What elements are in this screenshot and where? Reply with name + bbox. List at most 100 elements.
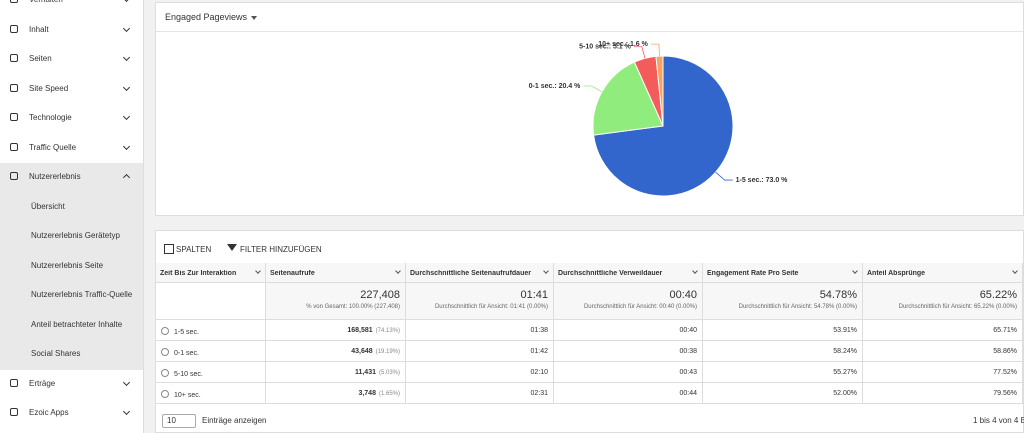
table-cell: 02:10 (406, 362, 554, 383)
sidebar-label: Nutzererlebnis (29, 172, 81, 181)
page-size-select[interactable]: 10 (162, 414, 196, 428)
pie-chart: 1-5 sec.: 73.0 % 0-1 sec.: 20.4 % 5-10 sec… (529, 41, 789, 197)
sidebar-subitem[interactable]: Anteil betrachteter Inhalte (0, 310, 143, 339)
cell-value: 43,648 (351, 348, 373, 355)
slice-label: 1-5 sec.: 73.0 % (736, 177, 789, 184)
sidebar-subitem[interactable]: Übersicht (0, 192, 143, 221)
header-cell[interactable]: Engagement Rate Pro Seite (703, 263, 863, 283)
total-value: 227,408 (360, 289, 400, 301)
table-cell: 3,748 (1.65%) (266, 383, 406, 404)
header-label: Durchschnittliche Seitenaufrufdauer (410, 270, 531, 277)
cell-share: (74.13%) (375, 328, 400, 334)
header-cell[interactable]: Durchschnittliche Verweildauer (554, 263, 703, 283)
totals-cell (156, 283, 266, 320)
dropdown-arrow (251, 16, 257, 20)
sidebar-icon (10, 0, 18, 3)
clock-icon (161, 327, 169, 335)
sidebar-icon (10, 142, 18, 151)
chevron (122, 0, 131, 3)
chevron (122, 173, 131, 182)
sidebar-item[interactable]: Erträge (0, 369, 143, 398)
filter-icon (227, 244, 237, 251)
sidebar-label: Erträge (29, 378, 56, 388)
chart-header (156, 3, 1023, 32)
sidebar-label: Inhalt (29, 24, 49, 34)
sidebar-icon (10, 83, 18, 92)
sidebar-item[interactable]: Inhalt (0, 15, 143, 44)
table-cell: 52.00% (703, 383, 863, 404)
cell-value: 00:38 (679, 348, 697, 355)
header-cell[interactable]: Zeit Bis Zur Interaktion (156, 263, 266, 283)
table-cell: 55.27% (703, 362, 863, 383)
table-cell: 00:43 (554, 362, 703, 383)
leader-line (715, 171, 733, 181)
cell-value: 58.24% (833, 348, 857, 355)
sidebar-subitem[interactable]: Social Shares (0, 339, 143, 368)
cell-share: (1.65%) (378, 391, 400, 397)
sidebar-label: Übersicht (31, 201, 65, 211)
header-label: Seitenaufrufe (270, 270, 315, 277)
table-cell: 5-10 sec. (156, 362, 266, 383)
clock-icon (161, 390, 169, 398)
total-note: Durchschnittlich für Ansicht: 01:41 (0.0… (434, 304, 548, 310)
sidebar-icon (10, 378, 18, 387)
chart-title[interactable]: Engaged Pageviews (165, 12, 248, 22)
table-cell: 58.86% (863, 341, 1023, 362)
total-note: Durchschnittlich für Ansicht: 00:40 (0.0… (583, 304, 697, 310)
cell-value: 11,431 (354, 369, 376, 376)
leader-line (650, 43, 660, 57)
totals-cell: 227,408 % von Gesamt: 100.00% (227,408) (266, 283, 406, 320)
sidebar-item[interactable]: Verhalten (0, 0, 143, 14)
header-cell[interactable]: Seitenaufrufe (266, 263, 406, 283)
columns-button[interactable]: SPALTEN (176, 245, 212, 254)
cell-value: 3,748 (358, 390, 376, 397)
totals-cell: 54.78% Durchschnittlich für Ansicht: 54.7… (703, 283, 863, 320)
table-cell: 0-1 sec. (156, 341, 266, 362)
header-label: Zeit Bis Zur Interaktion (160, 270, 237, 277)
table-cell: 00:44 (554, 383, 703, 404)
sidebar-item[interactable]: Ezoic Apps (0, 398, 143, 427)
total-note: Durchschnittlich für Ansicht: 54.78% (0.… (738, 304, 857, 310)
sidebar-item[interactable]: Technologie (0, 103, 143, 132)
table-cell: 168,581 (74.13%) (266, 320, 406, 341)
cell-value: 52.00% (833, 390, 857, 397)
sidebar-label: Technologie (29, 113, 72, 122)
total-value: 00:40 (669, 289, 697, 301)
page-range: 1 bis 4 von 4 E (973, 416, 1024, 425)
sidebar: Verhalten Inhalt Seiten Site Speed Technolog… (0, 0, 144, 433)
header-label: Engagement Rate Pro Seite (707, 270, 799, 277)
header-cell[interactable]: Anteil Absprünge (863, 263, 1023, 283)
sidebar-label: Seiten (29, 54, 52, 63)
slice-label: 0-1 sec.: 20.4 % (529, 83, 582, 90)
sidebar-item[interactable]: Traffic Quelle (0, 133, 143, 162)
table-cell: 02:31 (406, 383, 554, 404)
table-cell: 00:38 (554, 341, 703, 362)
sidebar-item[interactable]: Site Speed (0, 74, 143, 103)
table-cell: 53.91% (703, 320, 863, 341)
sidebar-item[interactable]: Nutzererlebnis (0, 162, 143, 191)
total-value: 65.22% (979, 289, 1017, 301)
row-label: 1-5 sec. (174, 329, 199, 336)
slice-label: 5-10 sec.: 5.1 % (579, 44, 632, 51)
table-cell: 01:42 (406, 341, 554, 362)
sidebar-subitem[interactable]: Nutzererlebnis Traffic-Quelle (0, 280, 143, 309)
cell-share: (19.19%) (375, 349, 400, 355)
chevron (122, 407, 131, 416)
sidebar-item[interactable]: Seiten (0, 44, 143, 73)
cell-value: 00:44 (679, 390, 697, 397)
sidebar-label: Verhalten (29, 0, 63, 14)
table-cell: 10+ sec. (156, 383, 266, 404)
cell-value: 01:42 (530, 348, 548, 355)
clock-icon (161, 369, 169, 377)
filter-button[interactable]: FILTER HINZUFÜGEN (240, 245, 322, 254)
sidebar-label: Anteil betrachteter Inhalte (31, 319, 123, 329)
table-cell: 11,431 (5.03%) (266, 362, 406, 383)
cell-value: 55.27% (833, 369, 857, 376)
chevron (122, 83, 131, 91)
table-cell: 00:40 (554, 320, 703, 341)
sidebar-subitem[interactable]: Nutzererlebnis Gerätetyp (0, 221, 143, 250)
table-cell: 58.24% (703, 341, 863, 362)
header-cell[interactable]: Durchschnittliche Seitenaufrufdauer (406, 263, 554, 283)
sidebar-subitem[interactable]: Nutzererlebnis Seite (0, 251, 143, 280)
